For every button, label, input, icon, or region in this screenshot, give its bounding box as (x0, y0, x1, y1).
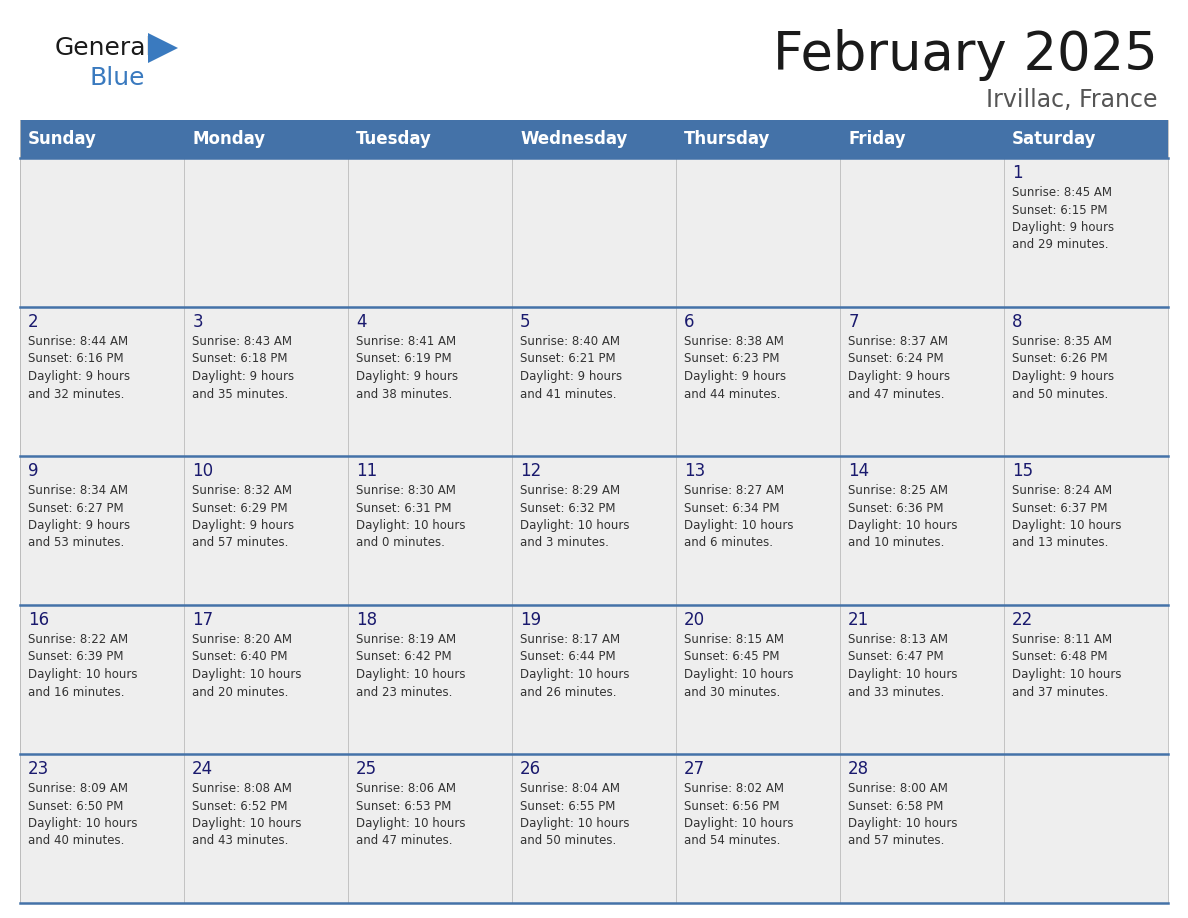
Text: Sunrise: 8:22 AM
Sunset: 6:39 PM
Daylight: 10 hours
and 16 minutes.: Sunrise: 8:22 AM Sunset: 6:39 PM Dayligh… (29, 633, 138, 699)
Bar (20, 120, 184, 158)
Text: Sunrise: 8:04 AM
Sunset: 6:55 PM
Daylight: 10 hours
and 50 minutes.: Sunrise: 8:04 AM Sunset: 6:55 PM Dayligh… (520, 782, 630, 847)
Text: Sunrise: 8:40 AM
Sunset: 6:21 PM
Daylight: 9 hours
and 41 minutes.: Sunrise: 8:40 AM Sunset: 6:21 PM Dayligh… (520, 335, 623, 400)
Text: 19: 19 (520, 611, 542, 629)
Text: Sunrise: 8:34 AM
Sunset: 6:27 PM
Daylight: 9 hours
and 53 minutes.: Sunrise: 8:34 AM Sunset: 6:27 PM Dayligh… (29, 484, 131, 550)
Text: Irvillac, France: Irvillac, France (986, 88, 1158, 112)
Text: 8: 8 (1012, 313, 1023, 331)
Text: 20: 20 (684, 611, 706, 629)
Text: Sunday: Sunday (29, 130, 97, 148)
Text: Sunrise: 8:41 AM
Sunset: 6:19 PM
Daylight: 9 hours
and 38 minutes.: Sunrise: 8:41 AM Sunset: 6:19 PM Dayligh… (356, 335, 459, 400)
Text: 17: 17 (192, 611, 214, 629)
Text: 14: 14 (848, 462, 870, 480)
Text: Sunrise: 8:00 AM
Sunset: 6:58 PM
Daylight: 10 hours
and 57 minutes.: Sunrise: 8:00 AM Sunset: 6:58 PM Dayligh… (848, 782, 958, 847)
Bar (20, 754, 1168, 903)
Text: Thursday: Thursday (684, 130, 771, 148)
Text: 2: 2 (29, 313, 39, 331)
Text: Sunrise: 8:44 AM
Sunset: 6:16 PM
Daylight: 9 hours
and 32 minutes.: Sunrise: 8:44 AM Sunset: 6:16 PM Dayligh… (29, 335, 131, 400)
Bar (20, 605, 1168, 754)
Text: February 2025: February 2025 (773, 29, 1158, 81)
Bar (348, 120, 512, 158)
Text: Wednesday: Wednesday (520, 130, 627, 148)
Text: Sunrise: 8:43 AM
Sunset: 6:18 PM
Daylight: 9 hours
and 35 minutes.: Sunrise: 8:43 AM Sunset: 6:18 PM Dayligh… (192, 335, 295, 400)
Text: Sunrise: 8:45 AM
Sunset: 6:15 PM
Daylight: 9 hours
and 29 minutes.: Sunrise: 8:45 AM Sunset: 6:15 PM Dayligh… (1012, 186, 1114, 252)
Text: 4: 4 (356, 313, 367, 331)
Bar (1004, 120, 1168, 158)
Text: 10: 10 (192, 462, 214, 480)
Text: 21: 21 (848, 611, 870, 629)
Bar (184, 120, 348, 158)
Text: 11: 11 (356, 462, 378, 480)
Text: Sunrise: 8:24 AM
Sunset: 6:37 PM
Daylight: 10 hours
and 13 minutes.: Sunrise: 8:24 AM Sunset: 6:37 PM Dayligh… (1012, 484, 1121, 550)
Text: 24: 24 (192, 760, 214, 778)
Text: 5: 5 (520, 313, 531, 331)
Text: Friday: Friday (848, 130, 905, 148)
Text: 3: 3 (192, 313, 203, 331)
Bar (512, 120, 676, 158)
Text: Sunrise: 8:30 AM
Sunset: 6:31 PM
Daylight: 10 hours
and 0 minutes.: Sunrise: 8:30 AM Sunset: 6:31 PM Dayligh… (356, 484, 466, 550)
Text: Monday: Monday (192, 130, 265, 148)
Text: Sunrise: 8:27 AM
Sunset: 6:34 PM
Daylight: 10 hours
and 6 minutes.: Sunrise: 8:27 AM Sunset: 6:34 PM Dayligh… (684, 484, 794, 550)
Text: Sunrise: 8:15 AM
Sunset: 6:45 PM
Daylight: 10 hours
and 30 minutes.: Sunrise: 8:15 AM Sunset: 6:45 PM Dayligh… (684, 633, 794, 699)
Text: Sunrise: 8:37 AM
Sunset: 6:24 PM
Daylight: 9 hours
and 47 minutes.: Sunrise: 8:37 AM Sunset: 6:24 PM Dayligh… (848, 335, 950, 400)
Text: 28: 28 (848, 760, 870, 778)
Text: 12: 12 (520, 462, 542, 480)
Bar (840, 120, 1004, 158)
Text: 1: 1 (1012, 164, 1023, 182)
Text: 6: 6 (684, 313, 695, 331)
Text: Sunrise: 8:02 AM
Sunset: 6:56 PM
Daylight: 10 hours
and 54 minutes.: Sunrise: 8:02 AM Sunset: 6:56 PM Dayligh… (684, 782, 794, 847)
Text: Sunrise: 8:13 AM
Sunset: 6:47 PM
Daylight: 10 hours
and 33 minutes.: Sunrise: 8:13 AM Sunset: 6:47 PM Dayligh… (848, 633, 958, 699)
Polygon shape (148, 33, 178, 63)
Text: 7: 7 (848, 313, 859, 331)
Text: Sunrise: 8:06 AM
Sunset: 6:53 PM
Daylight: 10 hours
and 47 minutes.: Sunrise: 8:06 AM Sunset: 6:53 PM Dayligh… (356, 782, 466, 847)
Text: General: General (55, 36, 153, 60)
Text: Sunrise: 8:35 AM
Sunset: 6:26 PM
Daylight: 9 hours
and 50 minutes.: Sunrise: 8:35 AM Sunset: 6:26 PM Dayligh… (1012, 335, 1114, 400)
Text: 18: 18 (356, 611, 378, 629)
Text: 22: 22 (1012, 611, 1034, 629)
Text: Blue: Blue (90, 66, 145, 90)
Text: 15: 15 (1012, 462, 1034, 480)
Bar (676, 120, 840, 158)
Text: 25: 25 (356, 760, 378, 778)
Text: Sunrise: 8:09 AM
Sunset: 6:50 PM
Daylight: 10 hours
and 40 minutes.: Sunrise: 8:09 AM Sunset: 6:50 PM Dayligh… (29, 782, 138, 847)
Text: Saturday: Saturday (1012, 130, 1097, 148)
Bar (20, 456, 1168, 605)
Text: Sunrise: 8:20 AM
Sunset: 6:40 PM
Daylight: 10 hours
and 20 minutes.: Sunrise: 8:20 AM Sunset: 6:40 PM Dayligh… (192, 633, 302, 699)
Text: Sunrise: 8:25 AM
Sunset: 6:36 PM
Daylight: 10 hours
and 10 minutes.: Sunrise: 8:25 AM Sunset: 6:36 PM Dayligh… (848, 484, 958, 550)
Text: Sunrise: 8:17 AM
Sunset: 6:44 PM
Daylight: 10 hours
and 26 minutes.: Sunrise: 8:17 AM Sunset: 6:44 PM Dayligh… (520, 633, 630, 699)
Bar (20, 307, 1168, 456)
Text: Sunrise: 8:19 AM
Sunset: 6:42 PM
Daylight: 10 hours
and 23 minutes.: Sunrise: 8:19 AM Sunset: 6:42 PM Dayligh… (356, 633, 466, 699)
Text: 16: 16 (29, 611, 50, 629)
Text: 9: 9 (29, 462, 39, 480)
Text: 23: 23 (29, 760, 50, 778)
Text: 27: 27 (684, 760, 706, 778)
Text: Sunrise: 8:32 AM
Sunset: 6:29 PM
Daylight: 9 hours
and 57 minutes.: Sunrise: 8:32 AM Sunset: 6:29 PM Dayligh… (192, 484, 295, 550)
Text: Sunrise: 8:38 AM
Sunset: 6:23 PM
Daylight: 9 hours
and 44 minutes.: Sunrise: 8:38 AM Sunset: 6:23 PM Dayligh… (684, 335, 786, 400)
Text: Sunrise: 8:11 AM
Sunset: 6:48 PM
Daylight: 10 hours
and 37 minutes.: Sunrise: 8:11 AM Sunset: 6:48 PM Dayligh… (1012, 633, 1121, 699)
Text: Sunrise: 8:08 AM
Sunset: 6:52 PM
Daylight: 10 hours
and 43 minutes.: Sunrise: 8:08 AM Sunset: 6:52 PM Dayligh… (192, 782, 302, 847)
Bar (20, 158, 1168, 307)
Text: 26: 26 (520, 760, 542, 778)
Text: Sunrise: 8:29 AM
Sunset: 6:32 PM
Daylight: 10 hours
and 3 minutes.: Sunrise: 8:29 AM Sunset: 6:32 PM Dayligh… (520, 484, 630, 550)
Text: Tuesday: Tuesday (356, 130, 432, 148)
Text: 13: 13 (684, 462, 706, 480)
